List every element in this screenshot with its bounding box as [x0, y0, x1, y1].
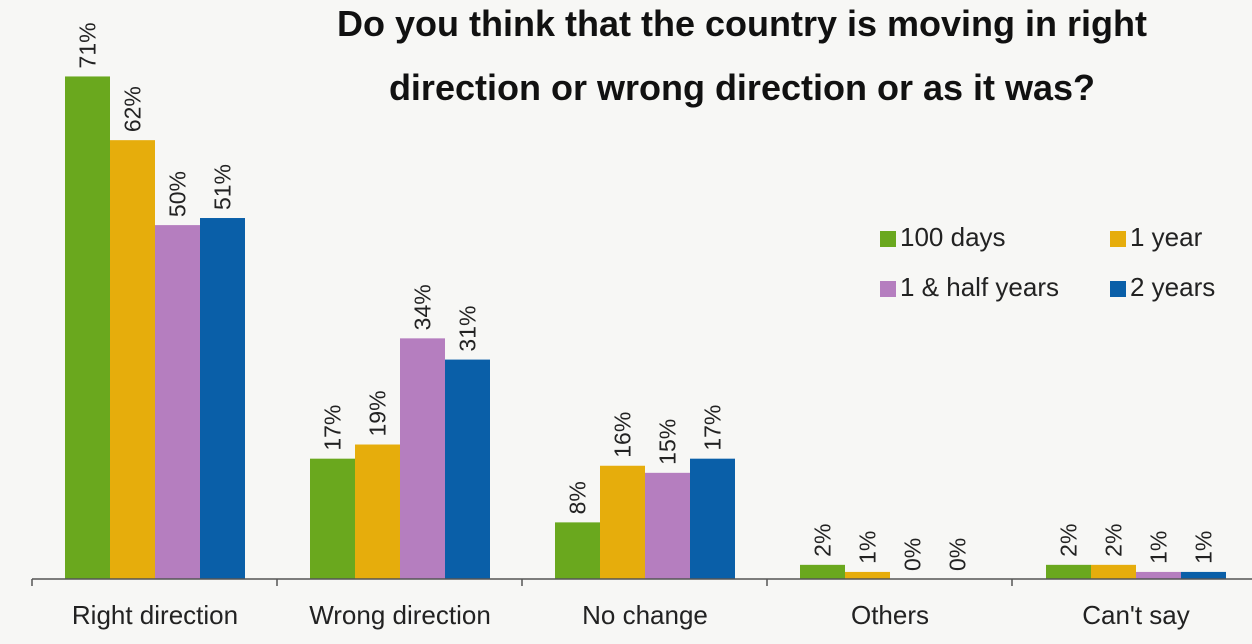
bar-no-change-1-year [600, 465, 645, 579]
bar-wrong-direction-100-days [310, 458, 355, 579]
legend-swatch-1-and-half-years [880, 281, 896, 297]
chart-title-line-2: direction or wrong direction or as it wa… [389, 67, 1095, 108]
category-label-others: Others [851, 600, 929, 630]
legend-label-1-and-half-years: 1 & half years [900, 272, 1059, 302]
category-label-wrong-direction: Wrong direction [309, 600, 491, 630]
value-label-wrong-direction-1-year: 19% [365, 390, 391, 436]
bar-can-t-say-1-year [1091, 564, 1136, 579]
bar-no-change-100-days [555, 522, 600, 579]
legend-swatch-100-days [880, 231, 896, 247]
category-label-no-change: No change [582, 600, 708, 630]
legend: 100 days 1 year 1 & half years 2 years [880, 222, 1215, 302]
category-label-can-t-say: Can't say [1082, 600, 1190, 630]
value-label-others-1-and-half-years: 0% [900, 538, 926, 571]
value-label-others-100-days: 2% [810, 524, 836, 557]
value-label-no-change-100-days: 8% [565, 481, 591, 514]
bar-wrong-direction-2-years [445, 359, 490, 579]
value-label-can-t-say-100-days: 2% [1056, 524, 1082, 557]
value-label-others-1-year: 1% [855, 531, 881, 564]
legend-swatch-2-years [1110, 281, 1126, 297]
value-label-others-2-years: 0% [945, 538, 971, 571]
chart-title-line-1: Do you think that the country is moving … [337, 3, 1147, 44]
value-label-wrong-direction-100-days: 17% [320, 405, 346, 451]
bar-no-change-1-and-half-years [645, 472, 690, 579]
value-label-no-change-2-years: 17% [700, 405, 726, 451]
value-label-wrong-direction-1-and-half-years: 34% [410, 284, 436, 330]
legend-label-1-year: 1 year [1130, 222, 1203, 252]
bars-layer: 71% 62% 50% 51% 17% 19% 34% 31% 8% 16% 15% 17% 2% 1% 0… [65, 22, 1226, 579]
bar-others-100-days [800, 564, 845, 579]
value-label-right-direction-1-and-half-years: 50% [165, 171, 191, 217]
value-label-can-t-say-1-year: 2% [1101, 524, 1127, 557]
bar-wrong-direction-1-year [355, 444, 400, 579]
bar-right-direction-2-years [200, 218, 245, 579]
value-label-no-change-1-and-half-years: 15% [655, 419, 681, 465]
legend-label-100-days: 100 days [900, 222, 1006, 252]
bar-right-direction-1-year [110, 140, 155, 579]
legend-label-2-years: 2 years [1130, 272, 1215, 302]
x-axis: Right direction Wrong direction No change O… [31, 578, 1252, 630]
bar-can-t-say-1-and-half-years [1136, 571, 1181, 579]
legend-swatch-1-year [1110, 231, 1126, 247]
value-label-can-t-say-1-and-half-years: 1% [1146, 531, 1172, 564]
value-label-can-t-say-2-years: 1% [1191, 531, 1217, 564]
bar-right-direction-100-days [65, 76, 110, 579]
category-label-right-direction: Right direction [72, 600, 238, 630]
value-label-right-direction-2-years: 51% [210, 164, 236, 210]
value-label-right-direction-1-year: 62% [120, 86, 146, 132]
bar-no-change-2-years [690, 458, 735, 579]
bar-can-t-say-2-years [1181, 571, 1226, 579]
bar-can-t-say-100-days [1046, 564, 1091, 579]
bar-others-1-year [845, 571, 890, 579]
value-label-wrong-direction-2-years: 31% [455, 306, 481, 352]
value-label-no-change-1-year: 16% [610, 412, 636, 458]
value-label-right-direction-100-days: 71% [75, 22, 101, 68]
bar-right-direction-1-and-half-years [155, 225, 200, 579]
bar-wrong-direction-1-and-half-years [400, 338, 445, 579]
